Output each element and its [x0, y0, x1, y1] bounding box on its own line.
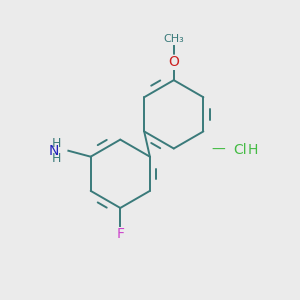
Text: H: H	[52, 152, 61, 165]
Text: H: H	[248, 143, 259, 157]
Text: Cl: Cl	[233, 143, 247, 157]
Text: H: H	[52, 137, 61, 150]
Text: O: O	[168, 55, 179, 69]
Text: F: F	[116, 227, 124, 241]
Text: CH₃: CH₃	[164, 34, 184, 44]
Text: N: N	[49, 144, 59, 158]
Text: —: —	[212, 143, 225, 157]
